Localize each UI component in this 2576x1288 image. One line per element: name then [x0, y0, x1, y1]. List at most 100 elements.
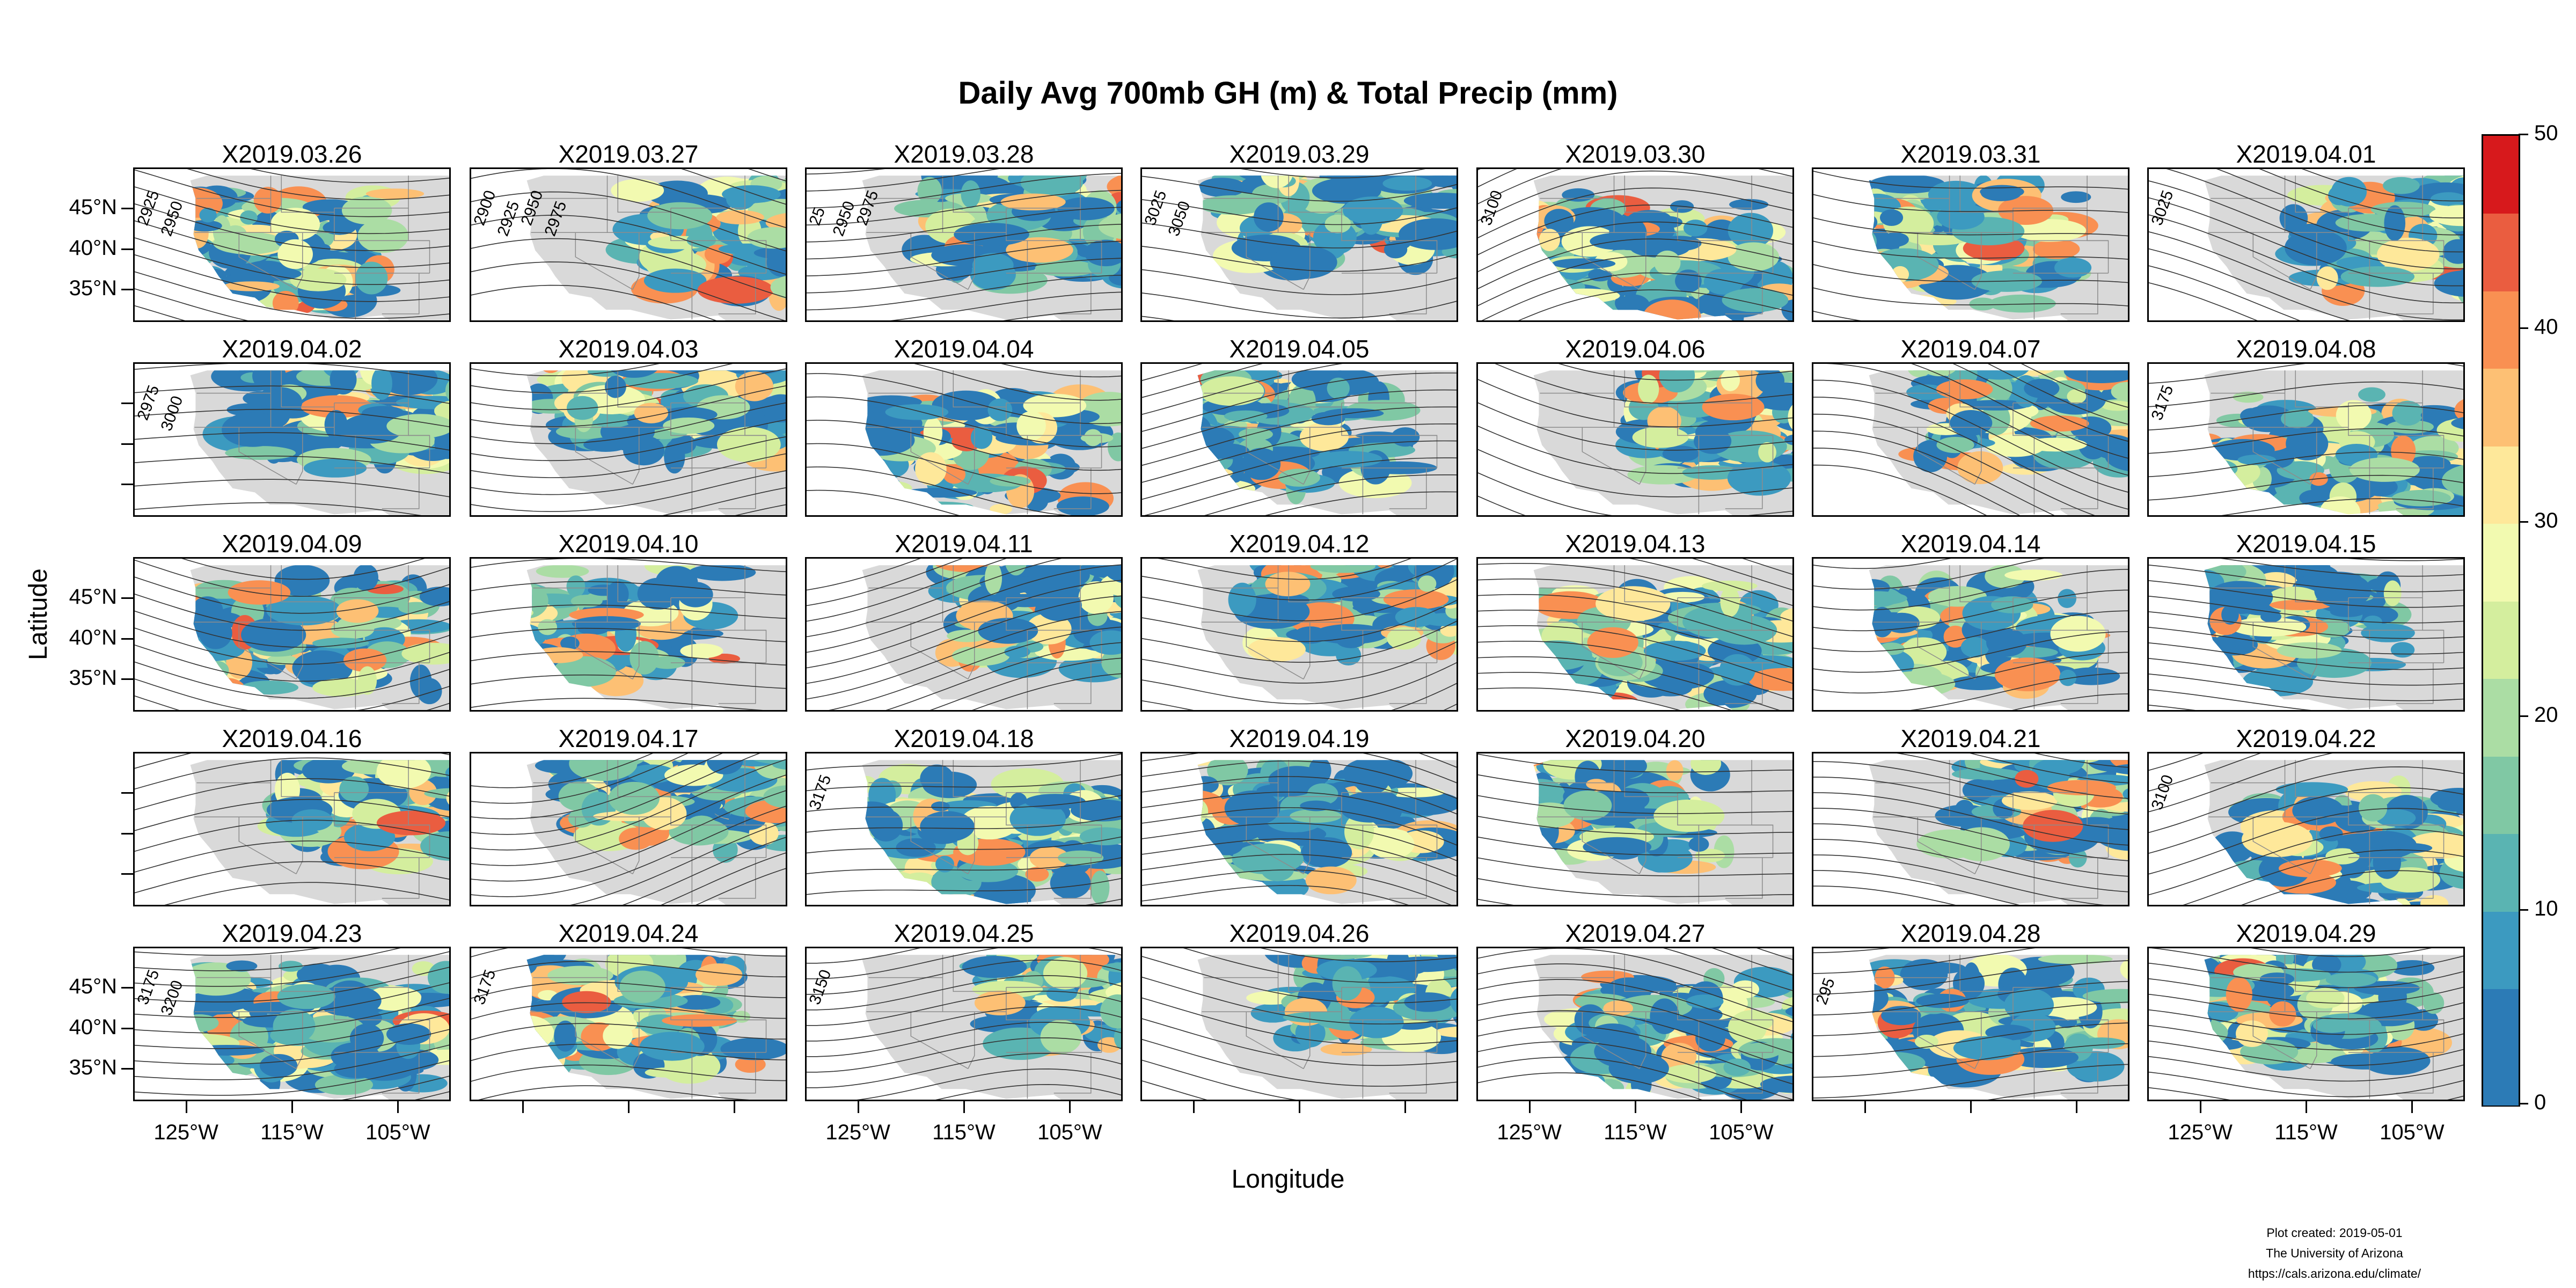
precip-cell: [1140, 404, 1154, 428]
gh-contour: [1140, 245, 1458, 272]
state-boundary: [281, 760, 334, 797]
precip-cell: [1869, 225, 1871, 258]
precip-cell: [2336, 400, 2372, 431]
precip-cell: [2058, 589, 2077, 608]
gh-contour: [1476, 204, 1794, 256]
gh-contour: [470, 362, 668, 376]
gh-contour: [470, 758, 787, 851]
precip-cell: [1587, 627, 1638, 658]
precip-cell: [1812, 210, 1825, 235]
state-boundary: [1582, 622, 1640, 680]
gh-contour: [1140, 362, 1269, 399]
gh-contour: [1491, 362, 1794, 404]
precip-cell: [1197, 434, 1211, 450]
precip-cell: [935, 855, 954, 873]
precip-cell: [1023, 393, 1087, 418]
precip-cell: [1025, 867, 1049, 882]
precip-cell: [1070, 799, 1123, 822]
state-boundary: [1639, 817, 1646, 874]
precip-cell: [526, 601, 533, 628]
precip-cell: [1476, 801, 1505, 816]
gh-contour: [655, 487, 787, 517]
precip-cell: [2147, 621, 2192, 646]
precip-cell: [208, 678, 246, 704]
precip-cell: [1024, 794, 1086, 810]
precip-cell: [862, 481, 880, 516]
gh-contour: [470, 368, 787, 411]
precip-cell: [341, 196, 392, 225]
precip-cell: [240, 210, 258, 225]
precip-cell: [1140, 785, 1155, 806]
precip-cell: [1387, 627, 1422, 650]
precip-cell: [2151, 610, 2189, 624]
gh-contour: [2147, 180, 2465, 269]
gh-contour: [805, 557, 1070, 638]
state-boundary: [281, 175, 334, 213]
precip-cell: [869, 809, 903, 841]
precip-cell: [627, 764, 676, 784]
gh-contour: [805, 167, 1011, 192]
state-boundary: [2060, 663, 2098, 704]
precip-cell: [376, 810, 446, 836]
precip-cell: [153, 274, 190, 286]
precip-cell: [1812, 207, 1827, 225]
precip-cell: [1969, 297, 1996, 311]
precip-cell: [1254, 202, 1284, 232]
precip-cell: [343, 823, 396, 852]
gh-contour: [1812, 287, 2129, 307]
precip-cell: [1812, 645, 1865, 667]
precip-cell: [1004, 565, 1028, 576]
precip-cell: [241, 618, 306, 652]
precip-cell: [608, 781, 660, 815]
precip-cell: [1476, 753, 1507, 776]
precip-cell: [1391, 427, 1420, 447]
precip-cell: [1722, 288, 1789, 312]
precip-cell: [905, 501, 974, 513]
precip-cell: [1140, 448, 1156, 478]
precip-cell: [1197, 852, 1217, 875]
precip-cell: [1758, 442, 1776, 463]
precip-cell: [1098, 213, 1123, 240]
precip-cell: [1153, 823, 1187, 852]
state-boundary: [1288, 370, 1342, 408]
precip-cell: [1476, 780, 1528, 808]
gh-contour: [925, 657, 1123, 712]
state-boundary: [238, 232, 297, 290]
state-boundary: [1006, 597, 1028, 709]
state-boundary: [1303, 817, 1311, 874]
precip-cell: [1986, 628, 2028, 657]
precip-cell: [611, 179, 664, 202]
gh-contour: [133, 186, 451, 235]
gh-contour: [967, 673, 1123, 712]
precip-cell: [1504, 803, 1529, 833]
precip-cell: [1316, 451, 1382, 467]
gh-contour: [133, 408, 451, 428]
precip-cell: [1168, 444, 1190, 458]
precip-cell: [1305, 866, 1357, 895]
map-svg: [1140, 362, 1458, 517]
precip-cell: [1290, 809, 1342, 823]
state-boundary: [1303, 622, 1311, 679]
gh-contour: [133, 288, 255, 322]
precip-cell: [2147, 644, 2185, 669]
gh-contour: [1140, 423, 1458, 484]
precip-cell: [1729, 199, 1769, 210]
precip-cell: [1884, 612, 1920, 633]
precip-cell: [678, 582, 713, 608]
precip-cell: [1812, 251, 1851, 262]
map-panel: X2019.04.21: [1812, 724, 2129, 906]
gh-contour: [1812, 589, 2129, 632]
precip-cell: [1950, 675, 2007, 691]
precip-cell: [970, 426, 993, 449]
gh-contour: [805, 396, 1123, 448]
state-boundary: [1582, 817, 1640, 875]
precip-cell: [1883, 673, 1904, 701]
precip-cell: [1869, 271, 1872, 282]
gh-contour: [1140, 620, 1458, 663]
precip-cell: [355, 261, 388, 295]
precip-cell: [144, 590, 188, 617]
contour-label: 3175: [806, 772, 835, 812]
gh-contour: [470, 168, 787, 229]
gh-contour: [470, 453, 787, 495]
